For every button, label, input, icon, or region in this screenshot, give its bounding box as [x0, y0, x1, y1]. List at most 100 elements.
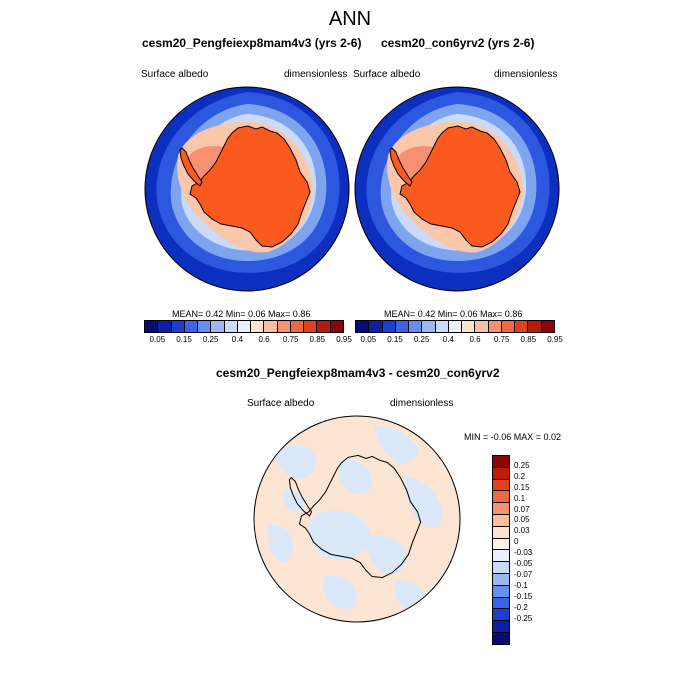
panel-1-colorbar-tick-label: 0.15: [176, 335, 192, 344]
panel-2-colorbar-tick-label: 0.25: [413, 335, 430, 344]
diff-negative-patch: [322, 575, 357, 610]
panel-1-colorbar-swatch: [171, 321, 185, 332]
diff-colorbar-swatch: [493, 479, 509, 492]
diff-panel-variable-label: Surface albedo: [247, 398, 315, 409]
diff-panel-units-label: dimensionless: [390, 398, 454, 409]
panel-2-colorbar-swatch: [382, 321, 396, 332]
panel-1-map-border: [144, 86, 350, 292]
panel-2-colorbar-tick-label: 0.95: [547, 335, 563, 344]
panel-1-colorbar-tick-label: 0.85: [309, 335, 326, 344]
diff-colorbar: 0.25 0.2 0.15 0.1 0.07 0.05 0.03 0 -0.03 -0.05 -0.…: [492, 455, 554, 645]
panel-1-colorbar-swatch: [330, 321, 343, 332]
panel-2-colorbar-swatch: [369, 321, 383, 332]
diff-colorbar-swatch: [493, 456, 509, 468]
diff-colorbar-swatch: [493, 562, 509, 574]
diff-panel-title: cesm20_Pengfeiexp8mam4v3 - cesm20_con6yr…: [216, 366, 500, 380]
panel-2-colorbar-swatch: [409, 321, 423, 332]
diff-colorbar-tick-label: 0.2: [514, 471, 526, 481]
diff-map-border: [253, 415, 461, 623]
panel-1-colorbar-tick-label: 0.6: [258, 335, 270, 344]
panel-1-colorbar-swatch: [251, 321, 265, 332]
panel-1-colorbar-ticks: 0.05 0.15 0.25 0.4 0.6 0.75 0.85 0.95: [144, 333, 352, 345]
panel-2-colorbar-swatch: [435, 321, 449, 332]
diff-colorbar-tick-label: 0.1: [514, 493, 526, 503]
panel-1-colorbar-swatches: [144, 320, 344, 333]
panel-1-colorbar: 0.05 0.15 0.25 0.4 0.6 0.75 0.85 0.95: [144, 320, 352, 345]
diff-colorbar-tick-label: 0: [514, 537, 519, 547]
diff-colorbar-tick-label: -0.05: [514, 559, 533, 568]
panel-1-colorbar-swatch: [184, 321, 199, 332]
diff-colorbar-swatch: [493, 538, 509, 551]
diff-negative-patch: [308, 510, 370, 561]
panel-2-map-border: [354, 86, 560, 292]
figure-title: ANN: [328, 8, 372, 30]
panel-2-colorbar-swatch: [356, 321, 370, 332]
panel-2-colorbar-swatch: [541, 321, 554, 332]
diff-colorbar-swatch: [493, 573, 509, 586]
panel-1-title: cesm20_Pengfeiexp8mam4v3 (yrs 2-6): [142, 36, 362, 50]
diff-negative-patch: [273, 444, 316, 480]
panel-2-colorbar-swatch: [395, 321, 410, 332]
panel-1-colorbar-swatch: [145, 321, 159, 332]
panel-1-colorbar-swatch: [290, 321, 305, 332]
diff-colorbar-tick-label: 0.05: [514, 515, 530, 525]
panel-1-colorbar-swatch: [158, 321, 172, 332]
diff-colorbar-swatch: [493, 526, 509, 539]
diff-negative-patch: [374, 425, 418, 464]
panel-2-variable-label: Surface albedo: [353, 69, 421, 80]
panel-2-colorbar-tick-label: 0.05: [360, 335, 377, 344]
diff-colorbar-ticks: 0.25 0.2 0.15 0.1 0.07 0.05 0.03 0 -0.03 -0.05 -0.…: [514, 455, 554, 630]
diff-colorbar-swatch: [493, 632, 509, 644]
panel-2-colorbar-swatch: [475, 321, 489, 332]
diff-colorbar-tick-label: -0.2: [514, 602, 528, 612]
panel-2-colorbar-ticks: 0.05 0.15 0.25 0.4 0.6 0.75 0.85 0.95: [355, 333, 563, 345]
panel-1-antarctica: [189, 125, 311, 248]
panel-1-units-label: dimensionless: [284, 69, 348, 80]
panel-1-polar-map: [144, 86, 350, 292]
diff-colorbar-tick-label: -0.03: [514, 548, 533, 558]
panel-2-colorbar-swatch: [515, 321, 529, 332]
diff-colorbar-swatch: [493, 609, 509, 622]
diff-colorbar-tick-label: 0.03: [514, 526, 530, 536]
panel-2-colorbar-tick-label: 0.15: [387, 335, 403, 344]
panel-1-colorbar-tick-label: 0.05: [149, 335, 166, 344]
panel-2-colorbar-tick-label: 0.6: [469, 335, 481, 344]
diff-negative-patch: [267, 525, 294, 563]
panel-2-colorbar-swatch: [488, 321, 502, 332]
diff-colorbar-tick-label: -0.1: [514, 580, 528, 590]
panel-2-peninsula: [389, 147, 413, 187]
panel-2-colorbar-swatch: [448, 321, 463, 332]
diff-colorbar-swatch: [493, 491, 509, 504]
panel-2-colorbar-swatch: [501, 321, 516, 332]
panel-1-stats: MEAN= 0.42 Min= 0.06 Max= 0.86: [172, 309, 311, 319]
diff-colorbar-swatch: [493, 503, 509, 515]
panel-1-colorbar-swatch: [211, 321, 225, 332]
panel-1-colorbar-tick-label: 0.95: [336, 335, 352, 344]
panel-1-colorbar-tick-label: 0.25: [202, 335, 219, 344]
diff-colorbar-tick-label: -0.25: [514, 613, 533, 623]
panel-2-colorbar: 0.05 0.15 0.25 0.4 0.6 0.75 0.85 0.95: [355, 320, 563, 345]
diff-colorbar-swatch: [493, 550, 509, 563]
panel-2-polar-map: [354, 86, 560, 292]
panel-1-colorbar-tick-label: 0.4: [231, 335, 243, 344]
panel-1-peninsula: [179, 147, 203, 187]
panel-2-antarctica: [399, 125, 521, 248]
panel-2-stats: MEAN= 0.42 Min= 0.06 Max= 0.86: [384, 309, 523, 319]
panel-2-colorbar-tick-label: 0.85: [520, 335, 537, 344]
diff-negative-patch: [338, 459, 372, 494]
diff-peninsula-coastline: [288, 476, 313, 517]
diff-colorbar-swatch: [493, 621, 509, 633]
panel-1-colorbar-swatch: [304, 321, 318, 332]
diff-antarctica-coastline: [298, 454, 422, 579]
panel-2-title: cesm20_con6yrv2 (yrs 2-6): [381, 36, 535, 50]
panel-1-colorbar-swatch: [224, 321, 238, 332]
diff-colorbar-swatches: [492, 455, 510, 645]
diff-colorbar-tick-label: 0.25: [514, 460, 530, 470]
diff-colorbar-swatch: [493, 597, 509, 610]
panel-2-colorbar-swatch: [422, 321, 436, 332]
panel-2-colorbar-tick-label: 0.4: [442, 335, 454, 344]
panel-2-units-label: dimensionless: [494, 69, 558, 80]
diff-colorbar-swatch: [493, 585, 509, 598]
panel-1-colorbar-swatch: [264, 321, 278, 332]
diff-panel-stats: MIN = -0.06 MAX = 0.02: [464, 432, 562, 442]
